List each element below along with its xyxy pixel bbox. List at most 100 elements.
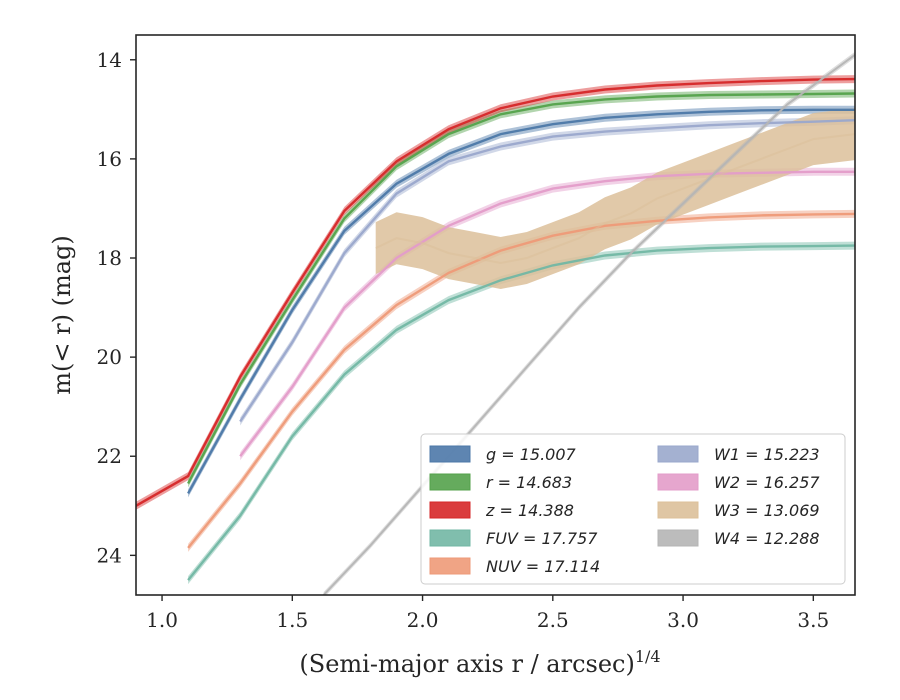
data-point-g — [448, 153, 449, 154]
data-point-nuv — [396, 305, 397, 306]
data-point-w2 — [240, 456, 241, 457]
data-point-r — [552, 104, 553, 105]
legend-swatch-w4 — [657, 529, 699, 547]
data-point-w4 — [787, 104, 788, 105]
data-point-r — [656, 96, 657, 97]
data-point-fuv — [448, 300, 449, 301]
data-point-w2 — [604, 181, 605, 182]
data-point-w1 — [292, 342, 293, 343]
data-point-fuv — [240, 515, 241, 516]
data-point-w4 — [578, 307, 579, 308]
legend-label-w1: W1 = 15.223 — [714, 445, 820, 464]
data-point-w4 — [630, 253, 631, 254]
data-point-g — [240, 399, 241, 400]
data-point-w3 — [813, 139, 814, 140]
data-point-r — [292, 300, 293, 301]
data-point-w1 — [656, 128, 657, 129]
data-point-w3 — [552, 248, 553, 249]
data-point-nuv — [761, 215, 762, 216]
series-line-r — [187, 92, 855, 485]
data-point-g — [396, 183, 397, 184]
data-point-w2 — [709, 173, 710, 174]
data-point-r — [813, 93, 814, 94]
data-point-w2 — [761, 172, 762, 173]
legend-swatch-w1 — [657, 445, 699, 463]
x-axis-label-text: (Semi-major axis r / arcsec) — [299, 650, 634, 678]
series-line-z — [136, 77, 855, 507]
data-point-nuv — [448, 272, 449, 273]
y-tick-label: 22 — [97, 444, 122, 468]
data-point-w3 — [422, 243, 423, 244]
data-point-w1 — [396, 193, 397, 194]
data-point-g — [344, 230, 345, 231]
plot-frame — [135, 34, 856, 596]
data-point-nuv — [552, 235, 553, 236]
y-tick-label: 14 — [97, 48, 122, 72]
data-point-r — [188, 483, 189, 484]
data-point-g — [552, 124, 553, 125]
data-point-g — [188, 493, 189, 494]
data-point-z — [709, 83, 710, 84]
data-point-w4 — [735, 153, 736, 154]
data-point-z — [240, 376, 241, 377]
x-tick-label: 1.5 — [276, 608, 308, 632]
data-point-z — [396, 161, 397, 162]
data-point-w2 — [448, 225, 449, 226]
data-point-w3 — [683, 188, 684, 189]
x-tick-label: 2.0 — [407, 608, 439, 632]
data-point-nuv — [240, 483, 241, 484]
x-tick-label: 3.5 — [797, 608, 829, 632]
data-point-w2 — [656, 176, 657, 177]
legend-swatch-nuv — [429, 557, 471, 575]
data-point-w1 — [448, 161, 449, 162]
data-point-nuv — [344, 349, 345, 350]
data-point-w2 — [396, 257, 397, 258]
data-point-r — [500, 114, 501, 115]
data-point-g — [813, 109, 814, 110]
data-point-w1 — [813, 121, 814, 122]
series-line-w2 — [239, 170, 855, 457]
data-point-fuv — [292, 436, 293, 437]
legend-swatch-g — [429, 445, 471, 463]
data-point-z — [813, 79, 814, 80]
data-point-w3 — [396, 238, 397, 239]
data-point-fuv — [552, 265, 553, 266]
data-point-r — [448, 134, 449, 135]
series-line-w4 — [322, 53, 855, 595]
data-point-w3 — [604, 223, 605, 224]
data-point-z — [188, 476, 189, 477]
data-point-fuv — [813, 246, 814, 247]
data-point-w4 — [683, 203, 684, 204]
data-point-z — [552, 96, 553, 97]
series-line-w1 — [239, 119, 855, 423]
data-point-nuv — [500, 250, 501, 251]
data-point-z — [292, 292, 293, 293]
data-point-fuv — [656, 250, 657, 251]
data-point-w1 — [500, 146, 501, 147]
data-point-r — [709, 94, 710, 95]
data-point-r — [240, 384, 241, 385]
data-point-nuv — [604, 225, 605, 226]
y-tick-label: 16 — [97, 147, 122, 171]
data-point-w3 — [526, 257, 527, 258]
series-line-g — [187, 108, 855, 494]
data-point-fuv — [188, 580, 189, 581]
data-point-r — [604, 99, 605, 100]
data-point-r — [761, 94, 762, 95]
data-point-w3 — [761, 158, 762, 159]
data-point-g — [709, 111, 710, 112]
data-point-nuv — [813, 214, 814, 215]
series-line-nuv — [187, 212, 855, 549]
x-tick-label: 3.0 — [667, 608, 699, 632]
data-point-w3 — [474, 257, 475, 258]
x-axis-label-exponent: 1/4 — [635, 647, 661, 666]
legend-label-z: z = 14.388 — [485, 501, 574, 520]
data-point-w1 — [552, 136, 553, 137]
data-point-nuv — [656, 220, 657, 221]
data-point-w3 — [500, 262, 501, 263]
series-band-w4 — [323, 51, 855, 595]
data-point-w4 — [474, 426, 475, 427]
legend-label-fuv: FUV = 17.757 — [486, 529, 598, 548]
data-point-w1 — [709, 125, 710, 126]
